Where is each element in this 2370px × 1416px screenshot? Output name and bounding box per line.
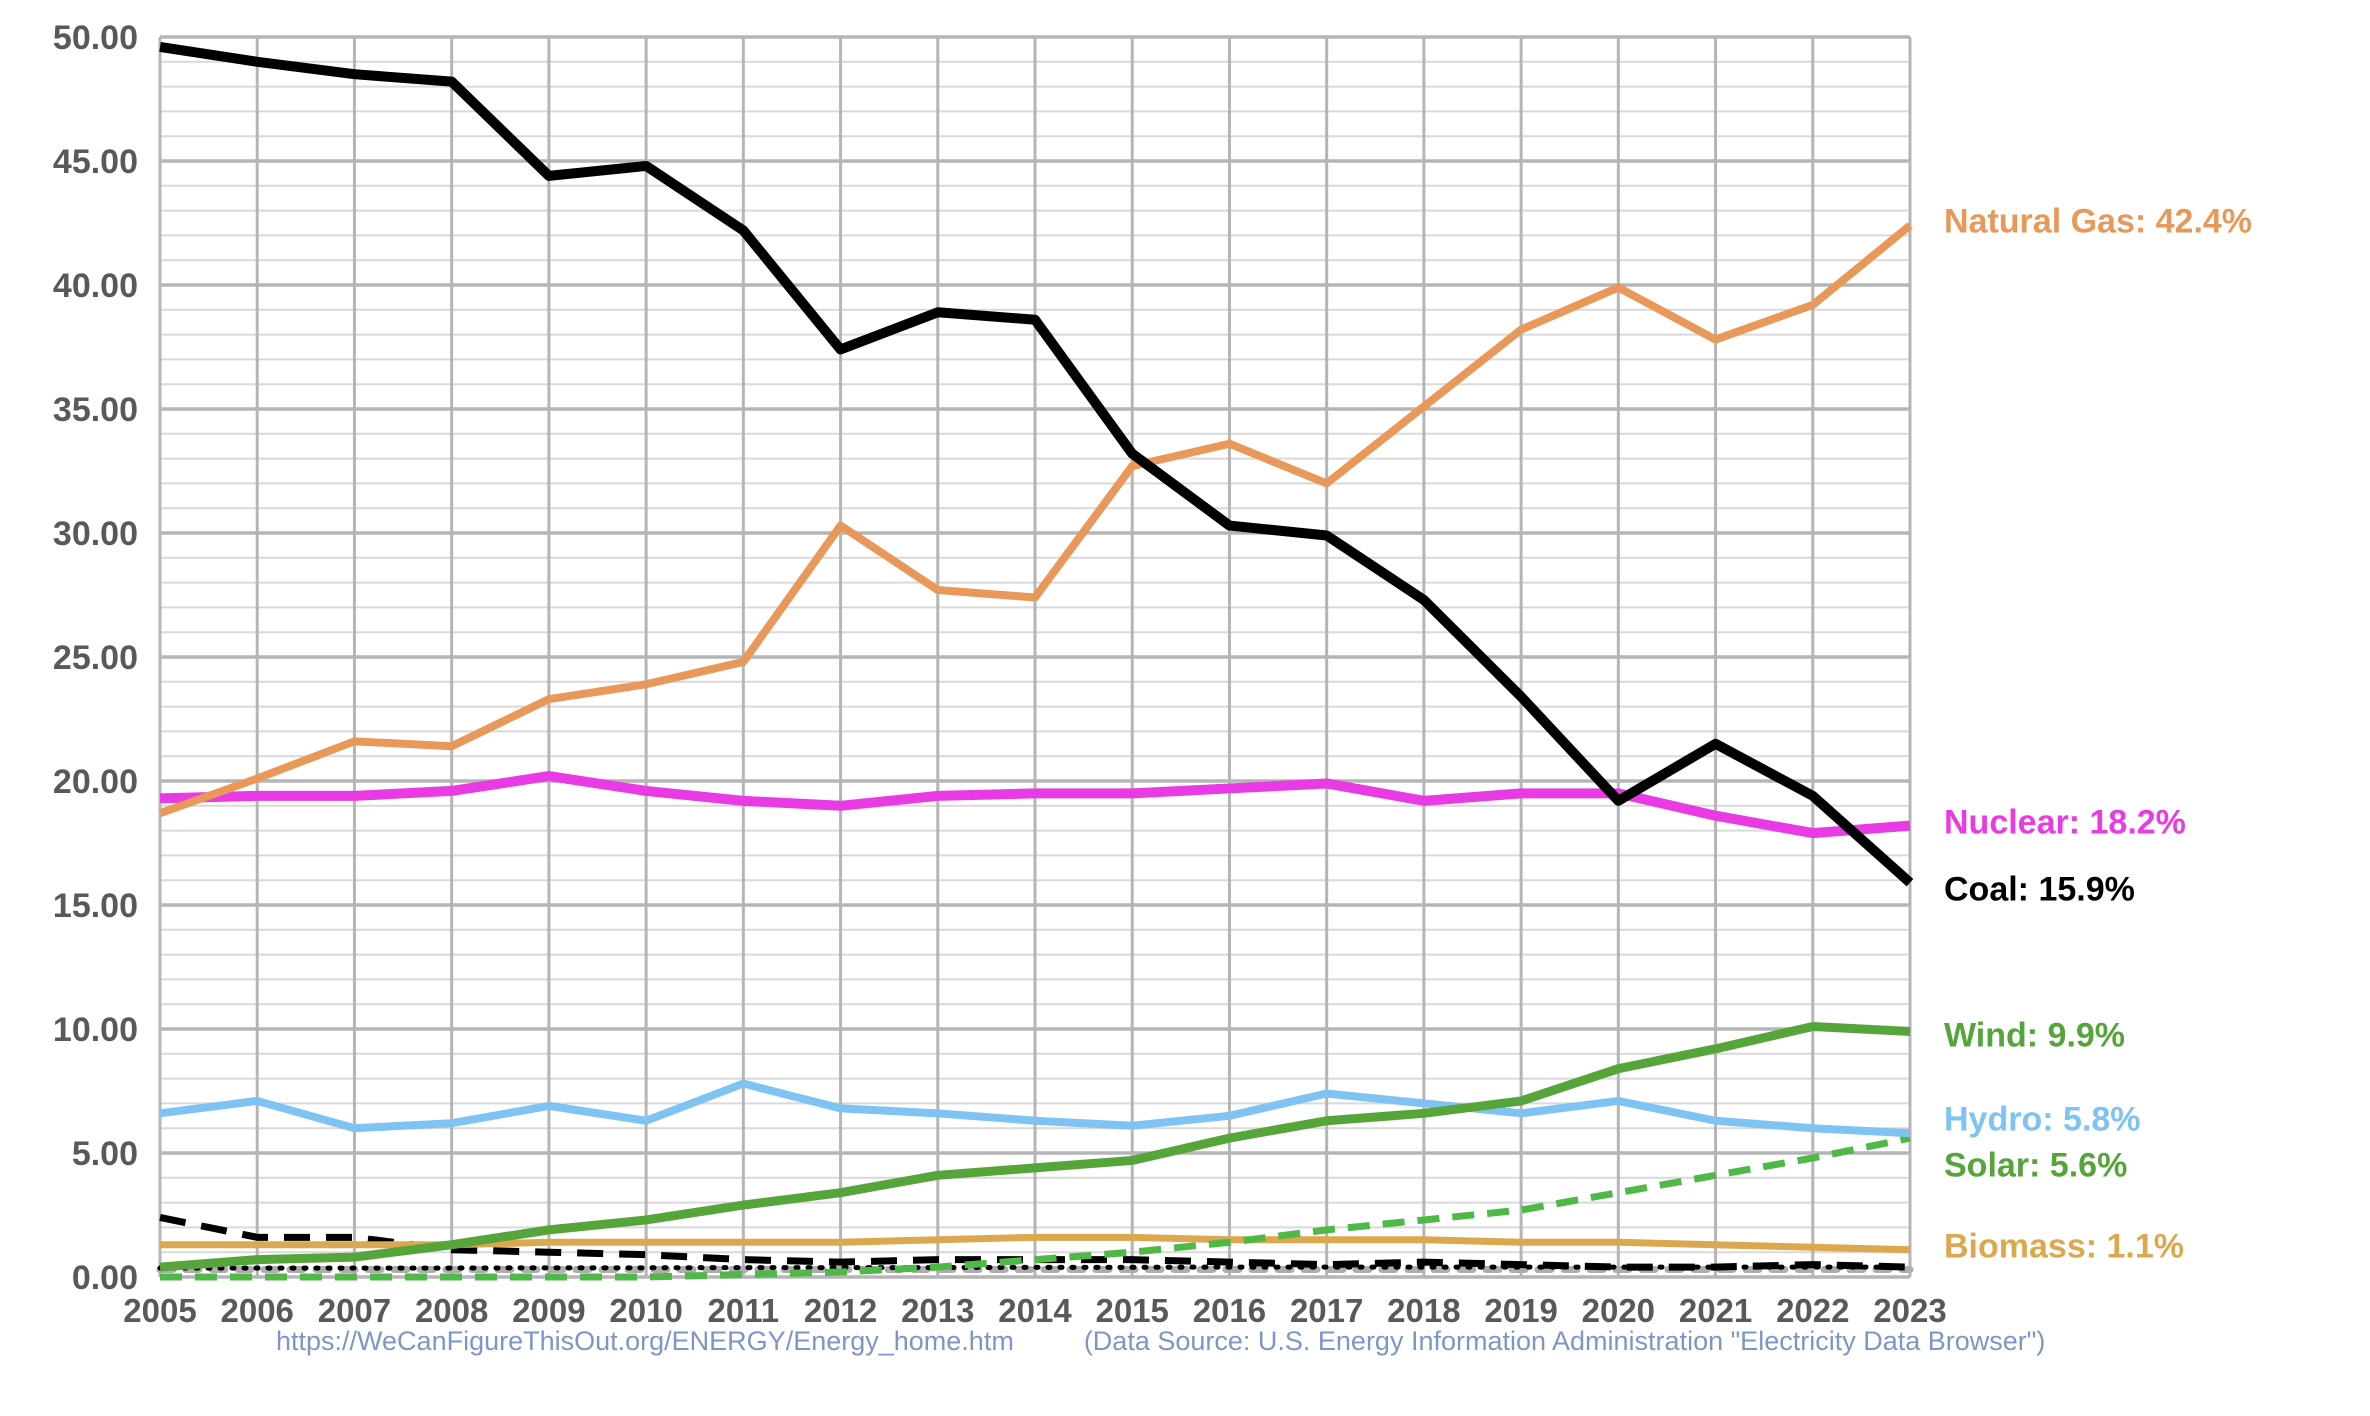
footer: https://WeCanFigureThisOut.org/ENERGY/En…: [276, 1326, 2045, 1357]
x-axis-label: 2013: [901, 1292, 974, 1329]
data-source-credit: (Data Source: U.S. Energy Information Ad…: [1083, 1326, 2046, 1356]
series-line-geothermal: [157, 1264, 1913, 1271]
x-axis-label: 2008: [415, 1292, 488, 1329]
x-axis-label: 2017: [1290, 1292, 1363, 1329]
y-axis-label: 25.00: [53, 639, 138, 677]
y-axis-label: 0.00: [72, 1259, 138, 1297]
series-label-biomass: Biomass: 1.1%: [1944, 1227, 2184, 1266]
x-axis-label: 2021: [1679, 1292, 1752, 1329]
x-axis-label: 2018: [1387, 1292, 1460, 1329]
y-axis-label: 15.00: [53, 887, 138, 925]
y-axis-label: 50.00: [53, 19, 138, 57]
x-axis-label: 2022: [1776, 1292, 1849, 1329]
source-url-link[interactable]: https://WeCanFigureThisOut.org/ENERGY/En…: [276, 1326, 1014, 1356]
y-axis-label: 35.00: [53, 391, 138, 429]
series-line-coal: [159, 41, 1914, 887]
x-axis-label: 2006: [221, 1292, 294, 1329]
series-label-hydro: Hydro: 5.8%: [1944, 1100, 2141, 1139]
x-axis-label: 2019: [1484, 1292, 1557, 1329]
series-label-wind: Wind: 9.9%: [1944, 1016, 2126, 1055]
x-axis-label: 2014: [998, 1292, 1072, 1329]
x-axis-label: 2005: [123, 1292, 196, 1329]
y-axis-label: 45.00: [53, 143, 138, 181]
series-label-natural-gas: Natural Gas: 42.4%: [1944, 202, 2253, 241]
y-axis-label: 5.00: [72, 1135, 138, 1173]
x-axis-label: 2023: [1873, 1292, 1946, 1329]
x-axis-label: 2009: [512, 1292, 585, 1329]
x-axis-label: 2012: [804, 1292, 877, 1329]
y-axis-label: 10.00: [53, 1011, 138, 1049]
y-axis-label: 20.00: [53, 763, 138, 801]
series-line-hydro: [159, 1079, 1911, 1138]
series-line-nuclear: [159, 771, 1911, 839]
y-axis-label: 40.00: [53, 267, 138, 305]
x-axis-label: 2010: [609, 1292, 682, 1329]
series-line-wind: [159, 1022, 1911, 1272]
x-axis-label: 2011: [708, 1292, 780, 1329]
series-line-petroleum: [159, 1214, 1911, 1271]
x-axis-label: 2007: [318, 1292, 391, 1329]
x-axis-label: 2016: [1193, 1292, 1266, 1329]
series-line-solar: [160, 1134, 1911, 1281]
series-label-coal: Coal: 15.9%: [1944, 870, 2135, 909]
series-label-nuclear: Nuclear: 18.2%: [1944, 803, 2186, 842]
y-axis-label: 30.00: [53, 515, 138, 553]
series-line-natural_gas: [158, 222, 1913, 818]
series-label-solar: Solar: 5.6%: [1944, 1146, 2128, 1185]
x-axis-label: 2015: [1096, 1292, 1169, 1329]
x-axis-label: 2020: [1582, 1292, 1655, 1329]
